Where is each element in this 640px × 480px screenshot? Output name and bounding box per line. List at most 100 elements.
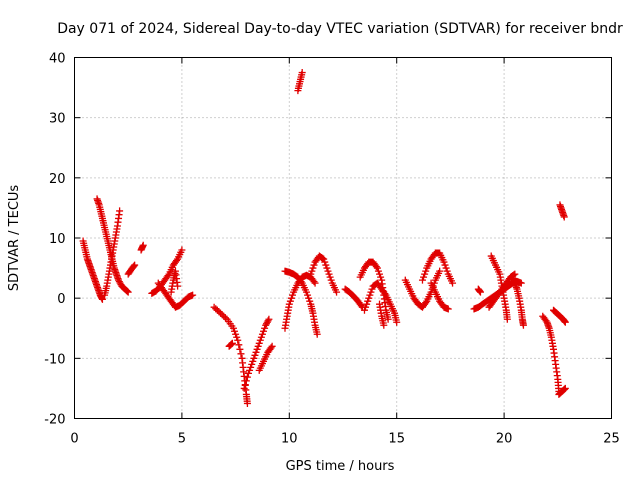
data-point [251, 351, 259, 359]
data-point [311, 279, 319, 287]
series-arc-16 [307, 252, 341, 296]
series-arc-14 [281, 267, 321, 338]
series-arc-12 [255, 342, 276, 374]
data-point [306, 297, 314, 305]
data-point [189, 291, 197, 299]
data-point [323, 264, 331, 272]
data-point [421, 270, 429, 278]
data-point [255, 339, 263, 347]
data-point [384, 315, 392, 323]
x-axis-label: GPS time / hours [286, 459, 395, 474]
data-point [261, 324, 269, 332]
data-point [320, 255, 328, 263]
data-point [503, 315, 511, 323]
data-point [393, 318, 401, 326]
data-point [442, 264, 450, 272]
data-point [422, 299, 430, 307]
data-point [264, 317, 272, 325]
data-point [247, 363, 255, 371]
data-point [260, 327, 268, 335]
data-point [324, 267, 332, 275]
data-point [366, 291, 374, 299]
data-point [124, 288, 132, 296]
chart-title: Day 071 of 2024, Sidereal Day-to-day VTE… [57, 21, 623, 37]
series-arc-30 [550, 306, 569, 326]
data-point [123, 287, 131, 295]
data-point [304, 291, 312, 299]
series-arc-21 [401, 267, 444, 311]
data-point [313, 330, 321, 338]
data-point [319, 254, 327, 262]
data-point [164, 272, 172, 280]
series-arc-17 [341, 285, 366, 311]
data-point [173, 257, 181, 265]
data-point [215, 308, 223, 316]
data-point [212, 305, 220, 313]
data-point [560, 213, 568, 221]
data-point [368, 285, 376, 293]
data-point [519, 321, 527, 329]
data-point [308, 267, 316, 275]
x-tick-label: 20 [496, 432, 513, 447]
data-point [250, 354, 258, 362]
data-point [217, 309, 225, 317]
data-point [310, 278, 318, 286]
data-point [560, 386, 568, 394]
data-point [418, 276, 426, 284]
data-point [228, 339, 236, 347]
data-point [246, 366, 254, 374]
grid-lines [74, 57, 612, 419]
data-point [307, 270, 315, 278]
y-axis-tick-labels: 40 30 20 10 0 -10 -20 [44, 52, 65, 428]
data-point [381, 290, 389, 298]
series-arc-05 [137, 241, 147, 254]
data-point [234, 336, 242, 344]
series-arc-06 [148, 246, 186, 297]
data-point [262, 321, 270, 329]
data-point [373, 264, 381, 272]
data-point [422, 267, 430, 275]
data-point [374, 267, 382, 275]
data-point [285, 300, 293, 308]
data-point [310, 261, 318, 269]
data-point [440, 258, 448, 266]
data-point [262, 320, 270, 328]
data-point [268, 342, 276, 350]
data-point [123, 287, 131, 295]
series-arc-04 [124, 261, 139, 278]
data-point [362, 303, 370, 311]
data-point [289, 291, 297, 299]
y-tick-label: 0 [57, 292, 65, 307]
data-point [325, 270, 333, 278]
data-point [228, 340, 236, 348]
data-point [265, 315, 273, 323]
data-point [98, 295, 106, 303]
series-arc-29 [539, 312, 563, 395]
series-arc-32 [555, 384, 569, 398]
data-point [476, 288, 484, 296]
x-tick-label: 0 [70, 432, 78, 447]
data-point [243, 399, 251, 407]
data-point [321, 258, 329, 266]
data-point [441, 261, 449, 269]
data-point [257, 333, 265, 341]
series-arc-20 [376, 300, 388, 329]
data-point [561, 384, 569, 392]
data-point [115, 278, 123, 286]
series-arc-10 [225, 339, 236, 350]
data-point [377, 273, 385, 281]
data-point [258, 330, 266, 338]
series-arc-15 [294, 69, 306, 95]
data-point [229, 324, 237, 332]
series-arc-28 [509, 273, 527, 329]
data-point [357, 302, 365, 310]
data-point [363, 300, 371, 308]
data-point [131, 261, 139, 269]
data-point [365, 294, 373, 302]
data-point [221, 314, 229, 322]
data-point [227, 341, 235, 349]
series-arc-08 [167, 267, 182, 296]
data-point [243, 373, 251, 381]
series-arc-18 [356, 258, 392, 323]
